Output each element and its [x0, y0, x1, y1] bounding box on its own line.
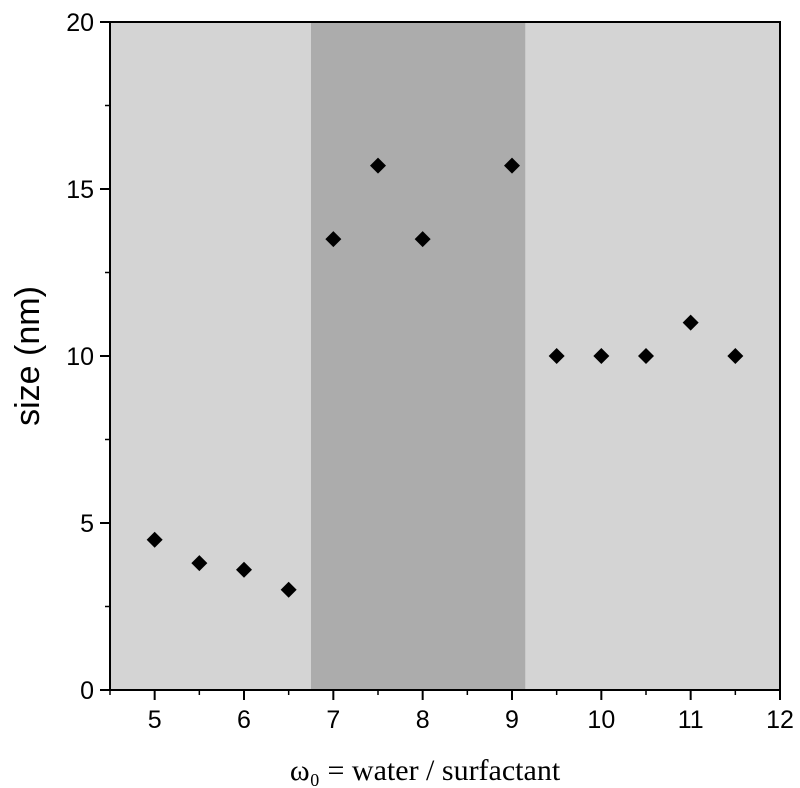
- x-tick-label: 6: [237, 706, 251, 734]
- y-tick-label: 0: [80, 677, 94, 705]
- y-tick-label: 15: [66, 176, 94, 204]
- data-point: [682, 314, 699, 331]
- x-tick-label: 8: [416, 706, 430, 734]
- data-point: [414, 231, 431, 248]
- y-axis-label-text: size (nm): [9, 286, 47, 426]
- data-point: [504, 157, 520, 174]
- data-point: [325, 231, 342, 248]
- x-tick-label: 9: [505, 706, 519, 734]
- data-point: [548, 348, 565, 364]
- y-tick-label: 20: [66, 9, 94, 37]
- region-dark-1: [311, 22, 526, 690]
- region-light-0: [110, 22, 311, 690]
- data-point: [146, 531, 163, 548]
- data-point: [638, 348, 654, 364]
- data-point: [191, 555, 208, 572]
- axis-ticks: 5 6 7 8 9 10 11 12 0 5 10 15 20: [66, 9, 794, 734]
- y-tick-label: 5: [80, 510, 94, 538]
- shaded-regions: [110, 22, 780, 690]
- data-point: [236, 561, 252, 578]
- data-point: [280, 581, 297, 598]
- y-tick-label: 10: [66, 343, 94, 371]
- data-points: [146, 157, 744, 598]
- x-tick-label: 7: [326, 706, 340, 734]
- x-axis-label: ω₀ = water / surfactant: [290, 754, 561, 787]
- x-tick-label: 10: [587, 706, 615, 734]
- data-point: [370, 157, 386, 174]
- x-tick-label: 12: [766, 706, 794, 734]
- y-axis-label: size (nm): [9, 286, 47, 426]
- x-tick-label: 5: [148, 706, 162, 734]
- data-point: [593, 348, 610, 364]
- data-point: [727, 348, 744, 364]
- x-tick-label: 11: [678, 706, 704, 734]
- plot-frame: [109, 21, 781, 691]
